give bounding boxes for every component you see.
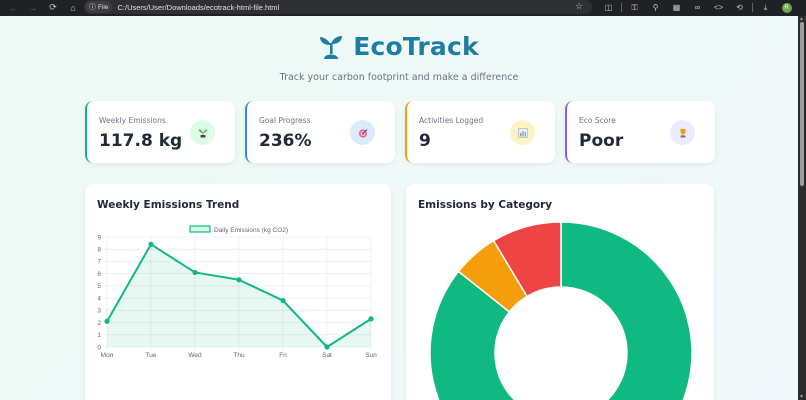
page-header: EcoTrack Track your carbon footprint and… — [0, 32, 798, 83]
stat-card-weekly-emissions: Weekly Emissions 117.8 kg — [85, 101, 235, 163]
forward-icon[interactable]: → — [28, 2, 38, 13]
target-icon — [350, 120, 375, 145]
y-tick-label: 7 — [97, 259, 101, 266]
reload-icon[interactable]: ⟳ — [49, 2, 57, 12]
weekly-emissions-line-chart[interactable]: Daily Emissions (kg CO2) 0 1 2 3 4 5 6 7 8 9 Mon Tue… — [85, 184, 391, 400]
history-icon[interactable]: ⟲ — [736, 3, 743, 12]
stat-label: Eco Score — [579, 116, 616, 125]
stat-card-goal-progress: Goal Progress 236% — [245, 101, 395, 163]
stat-card-eco-score: Eco Score Poor — [565, 101, 715, 163]
y-tick-label: 1 — [97, 332, 101, 339]
toolbar-icons: ◫ ⚿ ⚲ ▦ ∞ <> ⟲ ⤓ R ⋮ — [598, 0, 806, 15]
category-panel: Emissions by Category — [406, 184, 714, 400]
area-fill — [107, 244, 371, 347]
emissions-category-donut-chart[interactable] — [406, 184, 714, 400]
home-icon[interactable]: ⌂ — [70, 2, 76, 13]
toolbar-divider — [752, 3, 753, 12]
svg-text:Daily Emissions (kg CO2): Daily Emissions (kg CO2) — [214, 227, 288, 234]
donut-slice[interactable] — [429, 221, 693, 400]
back-icon[interactable]: ← — [8, 2, 18, 13]
stat-value: 236% — [259, 131, 312, 151]
y-tick-label: 8 — [97, 247, 101, 254]
y-tick-label: 4 — [97, 295, 101, 302]
stat-label: Goal Progress — [259, 116, 311, 125]
stat-label: Activities Logged — [419, 116, 484, 125]
more-menu-icon[interactable]: ⋮ — [797, 3, 806, 12]
x-tick-label: Mon — [101, 352, 114, 359]
x-tick-label: Sat — [322, 352, 332, 359]
x-tick-label: Wed — [188, 352, 202, 359]
scroll-down-arrow-icon[interactable]: ▼ — [799, 394, 804, 400]
stat-value: Poor — [579, 131, 624, 151]
x-tick-label: Fri — [279, 352, 287, 359]
y-tick-label: 0 — [97, 344, 101, 351]
download-icon[interactable]: ⤓ — [763, 2, 768, 12]
app-title: EcoTrack — [353, 32, 479, 61]
chart-legend[interactable]: Daily Emissions (kg CO2) — [189, 225, 288, 234]
site-info-chip[interactable]: ⓘ File — [85, 1, 113, 13]
y-tick-label: 2 — [97, 320, 101, 327]
data-point[interactable] — [148, 241, 154, 247]
avatar-letter: R — [781, 3, 792, 13]
seedling-icon — [190, 120, 215, 145]
y-tick-label: 9 — [97, 234, 101, 241]
tagline: Track your carbon footprint and make a d… — [279, 72, 519, 83]
x-tick-label: Thu — [233, 352, 245, 359]
donut-slice[interactable] — [492, 221, 562, 298]
url-text[interactable]: C:/Users/User/Downloads/ecotrack-html-fi… — [117, 2, 280, 12]
address-bar[interactable]: ⓘ File C:/Users/User/Downloads/ecotrack-… — [84, 0, 592, 14]
stat-label: Weekly Emissions — [99, 116, 166, 125]
bar-chart-icon — [510, 120, 535, 145]
avatar[interactable]: R — [776, 2, 797, 13]
toolbar-divider — [621, 3, 622, 12]
x-tick-label: Sun — [365, 352, 377, 359]
y-tick-label: 5 — [97, 283, 101, 290]
data-point[interactable] — [324, 344, 330, 350]
y-tick-label: 6 — [97, 271, 101, 278]
data-point[interactable] — [236, 277, 242, 283]
code-icon[interactable]: <> — [713, 3, 724, 12]
extensions-icon[interactable]: ◫ — [604, 3, 613, 12]
file-chip-label: File — [98, 3, 109, 11]
stat-value: 117.8 kg — [99, 131, 183, 151]
trophy-icon — [670, 120, 695, 145]
data-point[interactable] — [280, 297, 286, 304]
page-scrollbar[interactable]: ▲ ▼ — [798, 16, 806, 400]
weekly-trend-panel: Weekly Emissions Trend Daily Emissions (… — [85, 184, 391, 400]
data-point[interactable] — [368, 316, 374, 322]
y-tick-label: 3 — [97, 308, 101, 315]
seedling-icon — [320, 35, 343, 59]
data-point[interactable] — [192, 269, 198, 276]
link-icon[interactable]: ∞ — [694, 3, 701, 12]
stat-card-activities-logged: Activities Logged 9 — [405, 101, 555, 163]
panel-title: Emissions by Category — [418, 199, 553, 211]
page-viewport: EcoTrack Track your carbon footprint and… — [0, 16, 798, 400]
scroll-up-arrow-icon[interactable]: ▲ — [799, 16, 804, 22]
location-icon[interactable]: ⚲ — [652, 3, 659, 12]
stat-value: 9 — [419, 131, 431, 151]
info-icon: ⓘ — [89, 4, 96, 11]
bookmark-star-icon[interactable]: ☆ — [574, 1, 583, 11]
scrollbar-thumb[interactable] — [800, 22, 804, 186]
x-tick-label: Tue — [146, 352, 157, 359]
password-key-icon[interactable]: ⚿ — [631, 2, 638, 12]
data-point[interactable] — [104, 318, 110, 324]
translate-icon[interactable]: ▦ — [672, 3, 681, 12]
panel-title: Weekly Emissions Trend — [97, 199, 240, 211]
